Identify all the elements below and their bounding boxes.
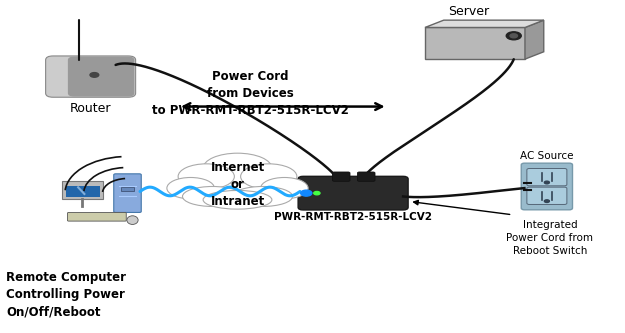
Polygon shape	[525, 20, 544, 59]
FancyBboxPatch shape	[425, 28, 525, 59]
Polygon shape	[425, 20, 544, 28]
Circle shape	[510, 34, 518, 38]
FancyBboxPatch shape	[521, 163, 572, 210]
Circle shape	[506, 32, 521, 40]
Circle shape	[544, 181, 549, 184]
Text: AC Source: AC Source	[520, 151, 574, 161]
FancyBboxPatch shape	[114, 174, 141, 212]
FancyBboxPatch shape	[62, 180, 103, 199]
Circle shape	[90, 73, 99, 77]
Text: PWR-RMT-RBT2-515R-LCV2: PWR-RMT-RBT2-515R-LCV2	[274, 212, 432, 222]
Text: Integrated
Power Cord from
Reboot Switch: Integrated Power Cord from Reboot Switch	[506, 220, 594, 256]
Ellipse shape	[203, 190, 272, 209]
FancyBboxPatch shape	[332, 172, 350, 181]
FancyBboxPatch shape	[66, 186, 100, 196]
FancyBboxPatch shape	[68, 57, 134, 97]
FancyBboxPatch shape	[357, 172, 375, 181]
Text: Remote Computer
Controlling Power
On/Off/Reboot: Remote Computer Controlling Power On/Off…	[6, 271, 126, 318]
Ellipse shape	[167, 177, 214, 199]
Ellipse shape	[127, 216, 138, 224]
Circle shape	[314, 191, 320, 195]
Ellipse shape	[232, 186, 292, 206]
Ellipse shape	[241, 164, 297, 189]
Circle shape	[301, 190, 312, 196]
Text: Server: Server	[448, 5, 489, 18]
Ellipse shape	[203, 153, 272, 183]
Circle shape	[544, 200, 549, 202]
Text: Power Cord
from Devices
to PWR-RMT-RBT2-515R-LCV2: Power Cord from Devices to PWR-RMT-RBT2-…	[152, 70, 349, 117]
Text: Internet
or
Intranet: Internet or Intranet	[211, 161, 264, 208]
FancyBboxPatch shape	[46, 56, 136, 97]
FancyBboxPatch shape	[527, 168, 567, 186]
Ellipse shape	[182, 186, 243, 206]
Ellipse shape	[178, 164, 234, 189]
Ellipse shape	[261, 177, 308, 199]
FancyBboxPatch shape	[68, 212, 126, 221]
Text: Router: Router	[70, 102, 111, 115]
FancyBboxPatch shape	[527, 187, 567, 204]
FancyBboxPatch shape	[121, 187, 134, 191]
FancyBboxPatch shape	[298, 176, 408, 210]
